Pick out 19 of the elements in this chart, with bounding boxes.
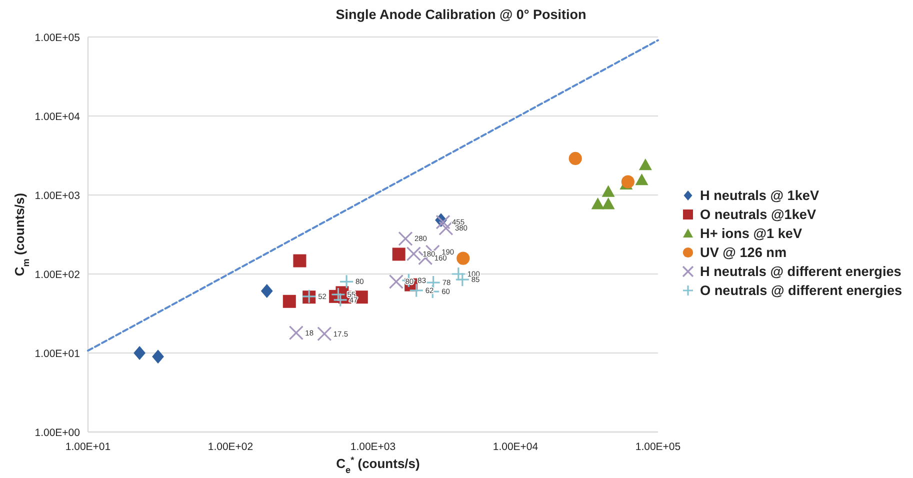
y-tick-label: 1.00E+01 [34,348,80,360]
y-tick-label: 1.00E+03 [34,190,80,202]
y-tick-label: 1.00E+02 [34,269,80,281]
x-tick-label: 1.00E+03 [350,441,396,453]
x-tick-label: 1.00E+01 [65,441,111,453]
x-axis-title: C$_{e}$$^{*}$ (counts/s) [336,455,420,475]
legend-label: O neutrals @1keV [700,207,816,222]
chart-title: Single Anode Calibration @ 0° Position [336,7,586,22]
y-tick-label: 1.00E+00 [34,427,80,439]
y-tick-label: 1.00E+04 [34,111,80,123]
legend-label: H+ ions @1 keV [700,226,802,241]
legend-label: UV @ 126 nm [700,245,787,260]
x-tick-label: 1.00E+02 [208,441,254,453]
legend-label: H neutrals @ 1keV [700,188,820,203]
y-tick-label: 1.00E+05 [34,32,80,44]
legend-label: O neutrals @ different energies [700,283,902,298]
x-tick-label: 1.00E+05 [635,441,681,453]
legend-label: H neutrals @ different energies [700,264,902,279]
x-tick-label: 1.00E+04 [492,441,538,453]
